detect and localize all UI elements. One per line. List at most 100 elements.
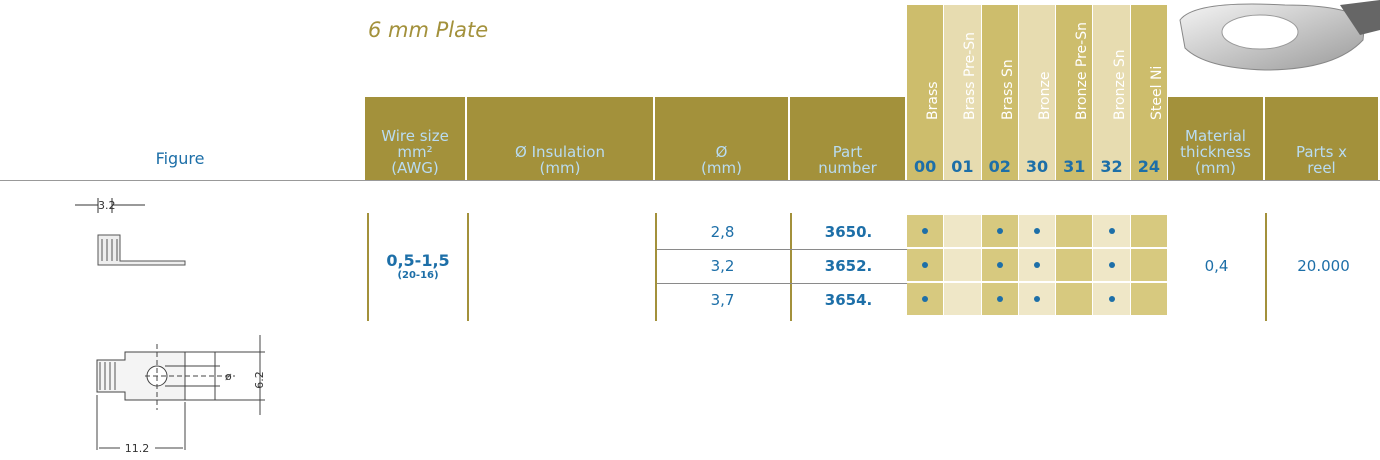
material-cell	[907, 249, 944, 281]
figure-header: Figure	[155, 149, 205, 168]
header-rule	[0, 180, 1380, 181]
header-text: Material thickness (mm)	[1168, 128, 1263, 176]
header-line: mm²	[397, 143, 433, 161]
material-cell	[1093, 215, 1130, 247]
diameter: 2,8	[710, 223, 735, 241]
material-cell	[944, 215, 981, 247]
availability-dot	[922, 296, 929, 302]
dimension-label: 11.2	[125, 442, 150, 455]
header-text: Ø Insulation (mm)	[467, 144, 653, 176]
header-text: Ø (mm)	[655, 144, 788, 176]
material-header: Brass Pre-Sn 01	[944, 5, 981, 180]
material-name: Steel Ni	[1148, 65, 1165, 120]
material-cell	[1056, 283, 1093, 315]
material-code: 31	[1063, 157, 1086, 176]
material-cell	[1130, 249, 1167, 281]
material-cell	[981, 215, 1018, 247]
header-line: (mm)	[1195, 159, 1236, 177]
material-cell	[981, 249, 1018, 281]
availability-dot	[922, 262, 929, 268]
material-name: Brass	[925, 81, 942, 120]
header-line: (mm)	[539, 159, 581, 177]
material-cell	[1093, 249, 1130, 281]
header-line: Ø	[715, 143, 728, 161]
material-cell	[1018, 249, 1056, 281]
column-rule	[367, 213, 369, 321]
availability-dot	[922, 228, 929, 234]
material-name: Brass Pre-Sn	[962, 31, 979, 120]
material-header: Steel Ni 24	[1130, 5, 1167, 180]
material-header: Bronze 30	[1018, 5, 1056, 180]
diameter: 3,2	[710, 257, 735, 275]
material-header: Brass Sn 02	[981, 5, 1018, 180]
header-line: Material	[1185, 127, 1246, 145]
dimension-label: ø	[225, 370, 232, 383]
material-cell	[1056, 215, 1093, 247]
material-cell	[1018, 283, 1056, 315]
material-name: Bronze	[1036, 71, 1053, 120]
material-code: 24	[1137, 157, 1160, 176]
material-name: Bronze Sn	[1111, 49, 1128, 120]
availability-dot	[1033, 228, 1040, 234]
material-code: 02	[988, 157, 1011, 176]
header-line: thickness	[1180, 143, 1251, 161]
header-line: Part	[832, 143, 863, 161]
title: 6 mm Plate	[368, 18, 489, 42]
material-header: Bronze Pre-Sn 31	[1056, 5, 1093, 180]
availability-dot	[996, 262, 1003, 268]
material-cell	[944, 249, 981, 281]
material-code: 32	[1100, 157, 1123, 176]
material-name: Brass Sn	[999, 59, 1016, 120]
header-cell: Parts x reel	[1265, 97, 1378, 180]
figure-header-cell: Figure	[0, 97, 365, 180]
wire-size-cell: 0,5-1,5 (20-16)	[369, 215, 467, 317]
material-cell	[1130, 215, 1167, 247]
material-header: Bronze Sn 32	[1093, 5, 1130, 180]
availability-dot	[1108, 296, 1115, 302]
header-cell: Wire size mm² (AWG)	[365, 97, 465, 180]
column-rule	[467, 213, 469, 321]
material-header: Brass 00	[907, 5, 944, 180]
row-rule	[657, 249, 907, 250]
part-number: 3650.	[824, 223, 873, 241]
awg: (20-16)	[397, 270, 439, 281]
material-cell	[907, 283, 944, 315]
availability-dot	[1033, 262, 1040, 268]
column-rule	[1265, 213, 1267, 321]
column-rule	[790, 213, 792, 321]
header-line: number	[818, 159, 877, 177]
parts-per-reel: 20.000	[1297, 257, 1350, 275]
header-line: Wire size	[381, 127, 449, 145]
header-line: (AWG)	[391, 159, 439, 177]
header-line: Ø Insulation	[515, 143, 605, 161]
availability-dot	[1033, 296, 1040, 302]
material-cell	[944, 283, 981, 315]
material-name: Bronze Pre-Sn	[1074, 22, 1091, 120]
material-code: 00	[914, 157, 937, 176]
header-text: Part number	[790, 144, 905, 176]
header-cell: Ø Insulation (mm)	[467, 97, 653, 180]
availability-dot	[996, 228, 1003, 234]
header-line: (mm)	[701, 159, 742, 177]
part-number: 3652.	[824, 257, 873, 275]
header-text: Parts x reel	[1265, 144, 1378, 176]
terminal-photo	[1179, 0, 1380, 71]
header-line: Parts x	[1295, 143, 1348, 161]
header-cell: Part number	[790, 97, 905, 180]
material-cell	[1093, 283, 1130, 315]
material-cell	[907, 215, 944, 247]
column-rule	[655, 213, 657, 321]
material-code: 30	[1025, 157, 1049, 176]
thickness: 0,4	[1204, 257, 1229, 275]
part-number: 3654.	[824, 291, 873, 309]
header-cell: Material thickness (mm)	[1168, 97, 1263, 180]
figure-side: 3.2	[75, 198, 186, 266]
material-cell	[1018, 215, 1056, 247]
wire-size: 0,5-1,5	[386, 251, 450, 270]
figure-top: ø 6.2 11.2	[96, 335, 266, 455]
availability-dot	[996, 296, 1003, 302]
dimension-label: 3.2	[98, 199, 116, 212]
material-cell	[1130, 283, 1167, 315]
material-code: 01	[951, 157, 974, 176]
